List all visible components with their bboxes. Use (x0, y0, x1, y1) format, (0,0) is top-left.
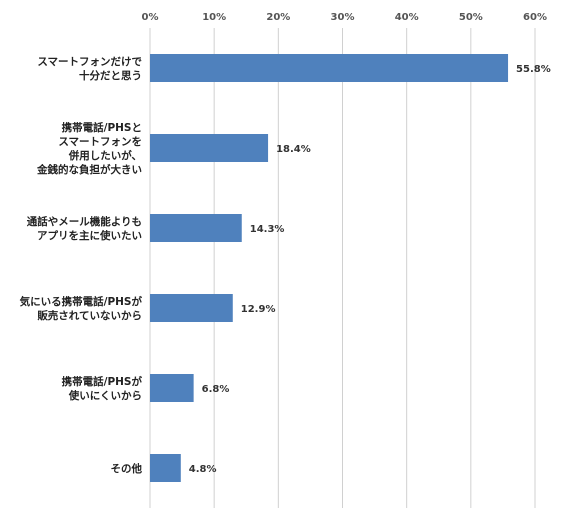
x-tick-label: 0% (142, 12, 159, 23)
x-axis-tick-labels: 0% 10% 20% 30% 40% 50% 60% (142, 12, 547, 23)
x-tick-label: 60% (523, 12, 547, 23)
bar (150, 294, 233, 322)
category-label: その他 (111, 462, 143, 475)
x-tick-label: 10% (202, 12, 226, 23)
data-label: 55.8% (516, 64, 551, 75)
data-label: 4.8% (189, 464, 217, 475)
value-labels: 55.8% 18.4% 14.3% 12.9% 6.8% 4.8% (189, 64, 551, 475)
x-tick-label: 30% (331, 12, 355, 23)
x-tick-label: 50% (459, 12, 483, 23)
gridlines (149, 28, 536, 508)
bar (150, 454, 181, 482)
category-label: 携帯電話/PHSとスマートフォンを併用したいが、金銭的な負担が大きい (36, 121, 142, 176)
x-tick-label: 20% (266, 12, 290, 23)
data-label: 6.8% (202, 384, 230, 395)
bar (150, 134, 269, 162)
bars (150, 54, 509, 482)
category-label: スマートフォンだけで十分だと思う (37, 56, 142, 82)
data-label: 18.4% (276, 144, 311, 155)
category-label: 携帯電話/PHSが使いにくいから (62, 375, 143, 402)
data-label: 14.3% (250, 224, 285, 235)
category-label: 通話やメール機能よりもアプリを主に使いたい (27, 215, 142, 242)
x-tick-label: 40% (395, 12, 419, 23)
bar (150, 54, 509, 82)
bar (150, 374, 194, 402)
category-label: 気にいる携帯電話/PHSが販売されていないから (19, 295, 143, 322)
category-labels: スマートフォンだけで十分だと思う携帯電話/PHSとスマートフォンを併用したいが、… (19, 56, 143, 475)
bar (150, 214, 242, 242)
data-label: 12.9% (241, 304, 276, 315)
